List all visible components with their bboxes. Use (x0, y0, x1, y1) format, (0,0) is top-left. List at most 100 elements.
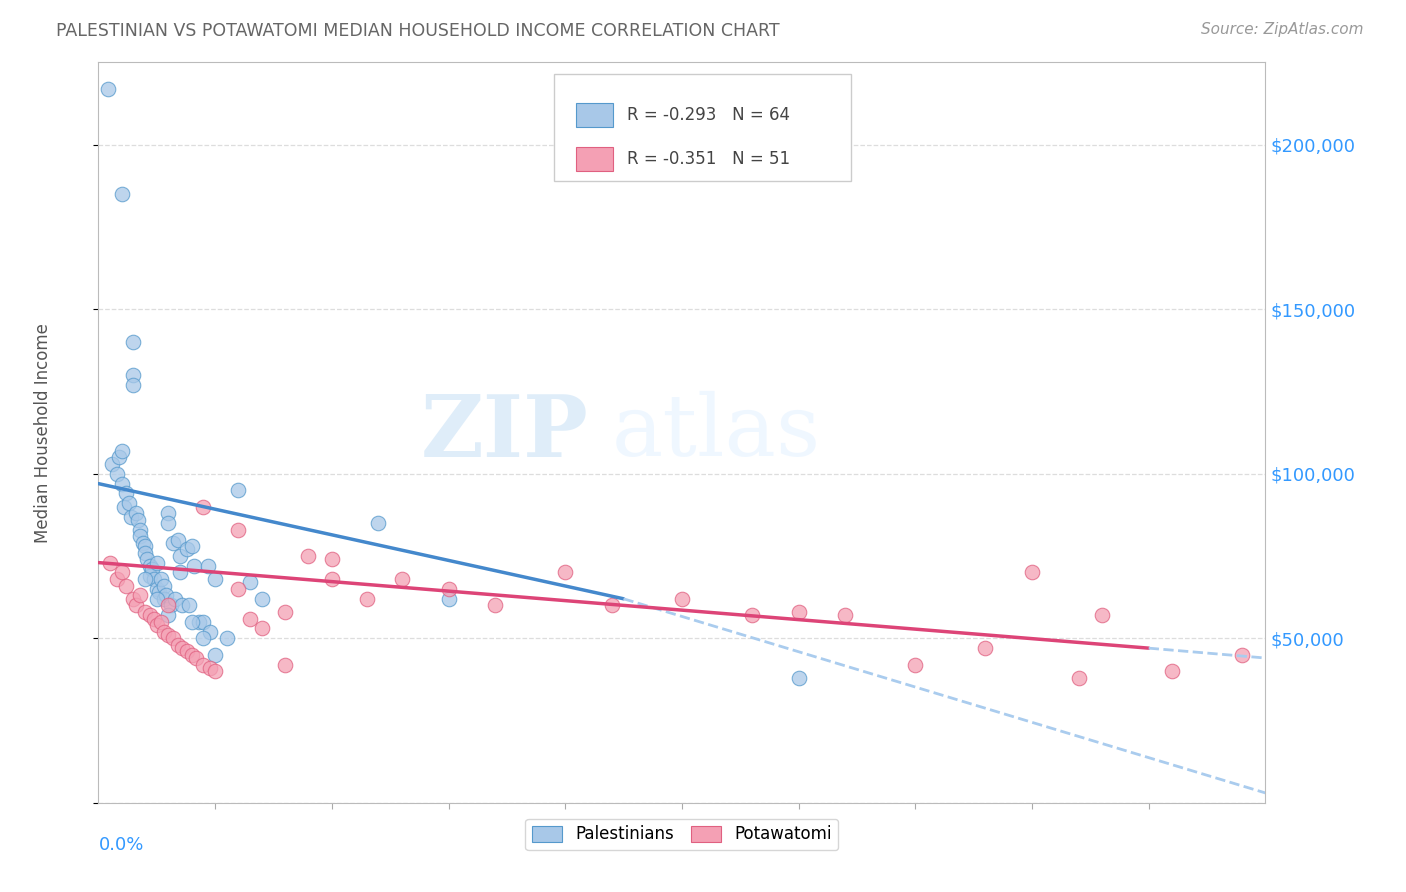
Text: PALESTINIAN VS POTAWATOMI MEDIAN HOUSEHOLD INCOME CORRELATION CHART: PALESTINIAN VS POTAWATOMI MEDIAN HOUSEHO… (56, 22, 780, 40)
Point (274, 605, 297, 619)
Point (200, 661, 222, 675)
Point (554, 566, 576, 580)
Point (146, 591, 169, 606)
Point (183, 558, 205, 573)
Point (141, 562, 163, 576)
Point (150, 572, 173, 586)
Point (98, 556, 121, 570)
Point (215, 632, 238, 646)
Point (108, 450, 131, 465)
Point (391, 572, 413, 586)
Point (132, 536, 155, 550)
Point (172, 641, 194, 656)
Point (134, 546, 156, 560)
Point (122, 368, 145, 382)
Text: ZIP: ZIP (420, 391, 589, 475)
Point (111, 566, 134, 580)
Point (297, 549, 319, 563)
Point (112, 500, 135, 514)
Point (787, 671, 810, 685)
Point (180, 615, 202, 629)
Point (122, 591, 145, 606)
Point (187, 615, 209, 629)
Point (125, 506, 148, 520)
Point (204, 572, 226, 586)
Point (162, 632, 184, 646)
Point (166, 533, 188, 547)
Point (176, 542, 198, 557)
Point (1021, 566, 1043, 580)
Point (157, 516, 180, 530)
Point (321, 572, 343, 586)
Text: R = -0.293   N = 64: R = -0.293 N = 64 (627, 106, 790, 124)
Point (115, 486, 138, 500)
Point (105, 467, 128, 481)
Point (484, 599, 506, 613)
Point (437, 582, 460, 596)
Point (193, 632, 215, 646)
Point (1067, 671, 1090, 685)
Point (186, 651, 208, 665)
Point (139, 608, 162, 623)
Point (159, 599, 181, 613)
Point (356, 591, 378, 606)
Point (129, 529, 152, 543)
Point (129, 523, 152, 537)
Point (165, 591, 187, 606)
Point (162, 536, 184, 550)
Point (228, 483, 250, 498)
Point (974, 641, 997, 656)
Point (115, 579, 138, 593)
Point (239, 611, 262, 625)
Point (134, 605, 156, 619)
Legend: Palestinians, Potawatomi: Palestinians, Potawatomi (526, 819, 838, 850)
Point (105, 572, 128, 586)
Point (143, 611, 166, 625)
Point (139, 558, 162, 573)
Point (180, 648, 202, 662)
Point (904, 657, 927, 672)
Point (139, 568, 162, 582)
Point (97, 82, 120, 96)
Point (101, 457, 124, 471)
Point (321, 552, 343, 566)
Point (250, 621, 273, 635)
Point (834, 608, 856, 623)
Point (150, 615, 173, 629)
Point (120, 509, 142, 524)
Point (274, 657, 297, 672)
Point (1091, 608, 1114, 623)
Bar (575, 147, 613, 171)
Text: 0.0%: 0.0% (98, 836, 143, 855)
Point (172, 599, 194, 613)
Point (129, 589, 152, 603)
Point (157, 608, 180, 623)
Point (157, 599, 180, 613)
Point (134, 572, 156, 586)
Point (197, 558, 219, 573)
Point (166, 638, 188, 652)
Point (155, 589, 177, 603)
Point (180, 539, 202, 553)
Point (146, 618, 169, 632)
Point (122, 378, 145, 392)
Point (169, 549, 191, 563)
Point (176, 644, 198, 658)
Point (152, 624, 174, 639)
Point (1161, 664, 1184, 678)
Point (228, 582, 250, 596)
Point (671, 591, 693, 606)
Point (179, 599, 201, 613)
Point (118, 496, 141, 510)
Point (787, 605, 810, 619)
Point (600, 599, 623, 613)
Point (437, 591, 460, 606)
Point (146, 582, 169, 596)
Point (200, 624, 222, 639)
Point (152, 579, 174, 593)
Text: atlas: atlas (612, 391, 821, 475)
Point (111, 443, 134, 458)
Point (157, 506, 180, 520)
Point (146, 556, 169, 570)
Point (204, 648, 226, 662)
